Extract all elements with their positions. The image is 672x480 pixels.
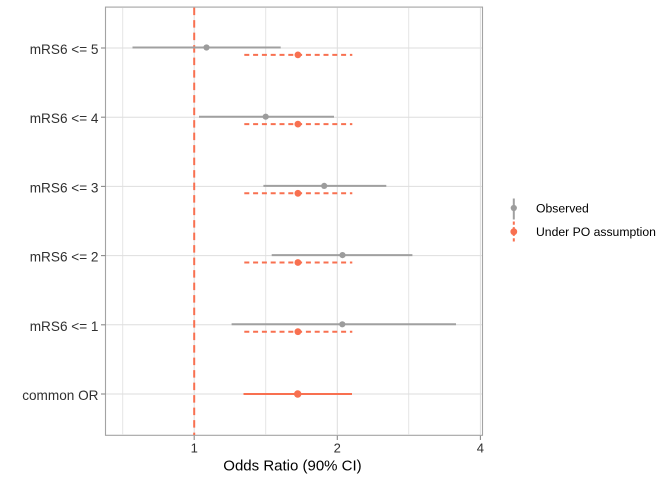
svg-text:Under PO assumption: Under PO assumption	[536, 225, 656, 239]
svg-text:2: 2	[334, 441, 341, 456]
svg-text:1: 1	[191, 441, 198, 456]
svg-text:Odds Ratio (90% CI): Odds Ratio (90% CI)	[223, 458, 361, 475]
svg-text:mRS6 <= 1: mRS6 <= 1	[30, 319, 99, 334]
svg-text:mRS6 <= 4: mRS6 <= 4	[30, 111, 99, 126]
svg-text:Observed: Observed	[536, 201, 589, 215]
svg-text:mRS6 <= 3: mRS6 <= 3	[30, 180, 99, 195]
svg-text:mRS6 <= 2: mRS6 <= 2	[30, 250, 99, 265]
svg-text:mRS6 <= 5: mRS6 <= 5	[30, 42, 99, 57]
svg-text:4: 4	[477, 441, 484, 456]
svg-text:common OR: common OR	[22, 388, 98, 403]
